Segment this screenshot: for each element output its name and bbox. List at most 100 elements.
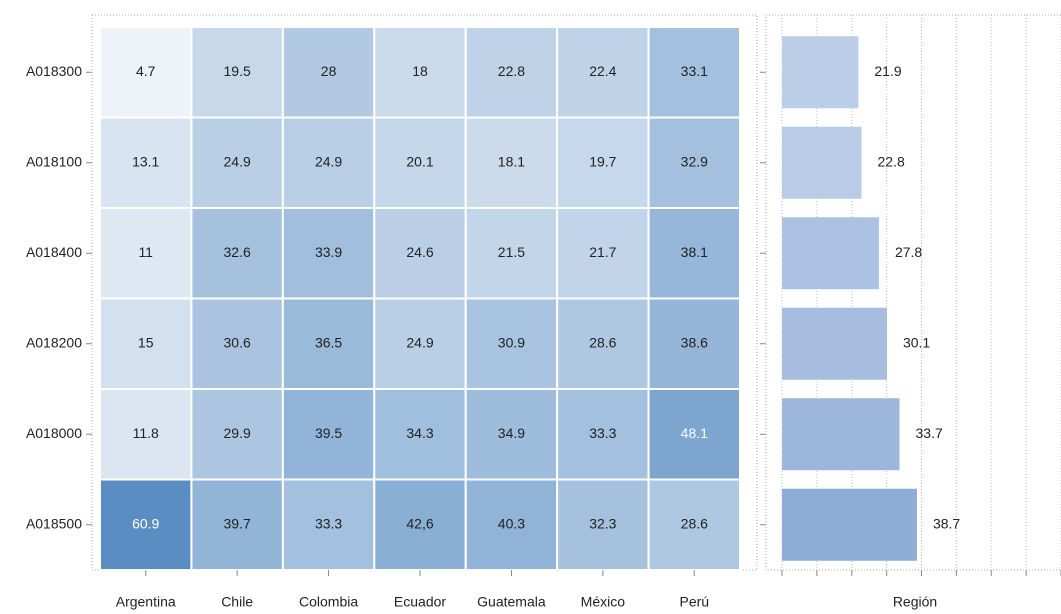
cell-label: 36.5 bbox=[315, 334, 342, 350]
cell-label: 38.1 bbox=[681, 244, 708, 260]
cell-label: 32.3 bbox=[589, 515, 616, 531]
heatmap-cell bbox=[647, 26, 741, 119]
cell-label: 29.9 bbox=[224, 425, 251, 441]
cell-label: 30.6 bbox=[224, 334, 251, 350]
bar bbox=[782, 307, 887, 380]
cell-label: 39.5 bbox=[315, 425, 342, 441]
cell-label: 34.3 bbox=[406, 425, 433, 441]
heatmap-cell bbox=[464, 207, 559, 300]
heatmap-cell bbox=[373, 26, 467, 119]
heatmap-frame bbox=[91, 14, 758, 571]
y-tick-label: A018000 bbox=[26, 425, 82, 441]
heatmap-cell bbox=[556, 297, 650, 390]
x-tick-label: Guatemala bbox=[477, 594, 546, 610]
cell-label: 11 bbox=[138, 244, 153, 260]
x-tick-label: Chile bbox=[221, 594, 253, 610]
heatmap-cell bbox=[190, 388, 284, 481]
x-tick-label: Colombia bbox=[299, 594, 358, 610]
heatmap-cell bbox=[464, 388, 559, 481]
bar-label: 21.9 bbox=[874, 63, 901, 79]
bar bbox=[782, 398, 900, 471]
bar-label: 33.7 bbox=[916, 425, 943, 441]
cell-label: 24.9 bbox=[315, 153, 342, 169]
x-tick-label: México bbox=[581, 594, 626, 610]
cell-label: 13.1 bbox=[132, 153, 159, 169]
heatmap-cell bbox=[373, 297, 467, 390]
heatmap-cell bbox=[647, 388, 741, 481]
heatmap-cell bbox=[281, 26, 376, 119]
cell-label: 33.3 bbox=[315, 515, 342, 531]
heatmap-cell bbox=[464, 297, 559, 390]
bar bbox=[782, 488, 917, 561]
cell-label: 21.7 bbox=[589, 244, 616, 260]
y-tick-label: A018100 bbox=[26, 153, 82, 169]
bar-label: 30.1 bbox=[903, 334, 930, 350]
bar-label: 22.8 bbox=[878, 153, 905, 169]
cell-label: 24.9 bbox=[406, 334, 433, 350]
bar-label: 27.8 bbox=[895, 244, 922, 260]
y-tick-label: A018200 bbox=[26, 334, 82, 350]
heatmap-cell bbox=[556, 207, 650, 300]
cell-label: 32.6 bbox=[224, 244, 251, 260]
cell-label: 28.6 bbox=[589, 334, 616, 350]
cell-label: 28.6 bbox=[681, 515, 708, 531]
y-tick-label: A018400 bbox=[26, 244, 82, 260]
cell-label: 33.3 bbox=[589, 425, 616, 441]
cell-label: 21.5 bbox=[498, 244, 525, 260]
heatmap-cell bbox=[190, 116, 284, 209]
bar bbox=[782, 126, 862, 199]
cell-label: 4.7 bbox=[136, 63, 156, 79]
cell-label: 19.5 bbox=[224, 63, 251, 79]
cell-label: 19.7 bbox=[589, 153, 616, 169]
x-tick-label: Argentina bbox=[116, 594, 176, 610]
cell-label: 18 bbox=[412, 63, 428, 79]
cell-label: 33.1 bbox=[681, 63, 708, 79]
cell-label: 20.1 bbox=[406, 153, 433, 169]
heatmap-cell bbox=[464, 116, 559, 209]
cell-label: 24.9 bbox=[224, 153, 251, 169]
heatmap-cell bbox=[373, 388, 467, 481]
heatmap-cell bbox=[556, 26, 650, 119]
cell-label: 48.1 bbox=[681, 425, 708, 441]
cell-label: 34.9 bbox=[498, 425, 525, 441]
heatmap-cell bbox=[373, 207, 467, 300]
heatmap-cell bbox=[281, 388, 376, 481]
heatmap-cell bbox=[647, 297, 741, 390]
cell-label: 22.4 bbox=[589, 63, 616, 79]
heatmap-cell bbox=[99, 116, 193, 209]
cell-label: 38.6 bbox=[681, 334, 708, 350]
x-axis-label: Región bbox=[893, 594, 937, 610]
heatmap-cell bbox=[99, 297, 193, 390]
heatmap-cell bbox=[190, 478, 284, 571]
x-tick-label: Perú bbox=[679, 594, 709, 610]
cell-label: 40.3 bbox=[498, 515, 525, 531]
heatmap-cell bbox=[190, 26, 284, 119]
cell-label: 60.9 bbox=[132, 515, 159, 531]
y-tick-label: A018300 bbox=[26, 63, 82, 79]
cell-label: 22.8 bbox=[498, 63, 525, 79]
cell-label: 32.9 bbox=[681, 153, 708, 169]
y-tick-label: A018500 bbox=[26, 515, 82, 531]
heatmap-cell bbox=[647, 478, 741, 571]
heatmap-cell bbox=[99, 26, 193, 119]
cell-label: 42,6 bbox=[406, 515, 433, 531]
x-tick-label: Ecuador bbox=[394, 594, 446, 610]
heatmap-cell bbox=[281, 116, 376, 209]
cell-label: 39.7 bbox=[224, 515, 251, 531]
bar bbox=[782, 36, 859, 109]
cell-label: 28 bbox=[321, 63, 337, 79]
heatmap-cell bbox=[556, 116, 650, 209]
bar bbox=[782, 217, 879, 290]
cell-label: 24.6 bbox=[406, 244, 433, 260]
heatmap-cell bbox=[99, 478, 193, 571]
bar-label: 38.7 bbox=[933, 515, 960, 531]
cell-label: 15 bbox=[138, 334, 154, 350]
heatmap-cell bbox=[373, 478, 467, 571]
cell-label: 11.8 bbox=[133, 425, 159, 441]
heatmap-cell bbox=[556, 478, 650, 571]
cell-label: 30.9 bbox=[498, 334, 525, 350]
cell-label: 18.1 bbox=[498, 153, 525, 169]
bar-frame bbox=[765, 14, 1061, 571]
cell-label: 33.9 bbox=[315, 244, 342, 260]
